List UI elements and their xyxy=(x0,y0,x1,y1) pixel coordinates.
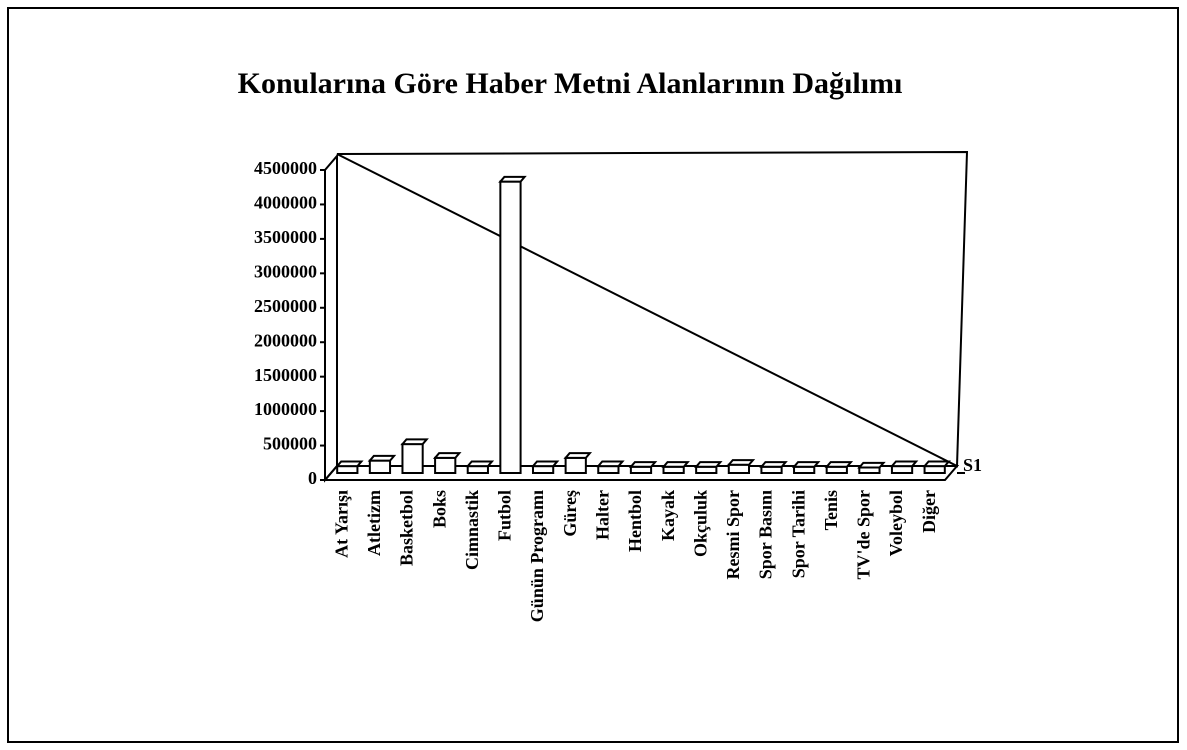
bar xyxy=(564,456,587,475)
x-tick-label: Atletizm xyxy=(364,490,384,556)
bar-top xyxy=(367,454,397,462)
y-tick-label: 4500000 xyxy=(254,158,317,178)
bar-top xyxy=(628,461,658,468)
x-tick-label: At Yarışı xyxy=(331,490,351,558)
x-tick-label: Günün Programı xyxy=(527,490,547,622)
bar xyxy=(401,443,424,475)
bar-top xyxy=(335,460,364,468)
bar-top xyxy=(400,438,429,446)
bar xyxy=(531,465,555,475)
x-tick-label: Resmi Spor xyxy=(723,490,743,580)
bar-top xyxy=(693,461,723,468)
bar-top xyxy=(465,460,495,468)
x-tick-label: Boks xyxy=(429,490,449,528)
x-tick-label: Futbol xyxy=(495,490,515,541)
y-tick-label: 4000000 xyxy=(254,193,317,213)
bar-top xyxy=(661,461,690,468)
x-tick-label: Spor Tarihi xyxy=(788,490,808,578)
y-tick-label: 1000000 xyxy=(254,399,317,419)
x-tick-label: Voleybol xyxy=(886,490,906,556)
bar-top xyxy=(432,452,462,459)
x-tick-label: Halter xyxy=(592,490,612,540)
x-tick-label: Hentbol xyxy=(625,490,645,552)
bar-top xyxy=(759,461,788,468)
bar xyxy=(434,456,457,475)
bar-top xyxy=(563,452,593,459)
x-tick-label: Basketbol xyxy=(397,490,417,566)
x-tick-label: TV'de Spor xyxy=(854,490,874,580)
chart-title: Konularına Göre Haber Metni Alanlarının … xyxy=(238,67,903,100)
x-tick-label: Tenis xyxy=(821,490,841,530)
y-tick-label: 2000000 xyxy=(254,330,317,350)
series-label: S1 xyxy=(963,455,982,475)
bar-top xyxy=(889,460,919,468)
y-tick-label: 1500000 xyxy=(254,365,317,385)
x-tick-label: Güreş xyxy=(560,490,580,537)
bar-top xyxy=(791,461,821,468)
bar xyxy=(499,180,522,474)
bar-top xyxy=(726,459,756,466)
y-tick-label: 500000 xyxy=(263,434,317,454)
bar xyxy=(336,465,359,475)
bar xyxy=(890,465,914,475)
bar-top xyxy=(498,175,527,183)
y-tick-label: 0 xyxy=(308,468,317,488)
bar xyxy=(466,465,489,475)
frame xyxy=(7,7,1179,743)
x-tick-label: Okçuluk xyxy=(690,490,710,557)
bar xyxy=(727,463,751,475)
bar xyxy=(368,459,392,475)
y-tick-label: 2500000 xyxy=(254,296,317,316)
y-tick-label: 3500000 xyxy=(254,227,317,247)
bar-top xyxy=(857,461,886,469)
y-tick-label: 3000000 xyxy=(254,261,317,281)
x-tick-label: Diğer xyxy=(919,490,939,533)
left-wall xyxy=(324,153,338,483)
back-wall xyxy=(336,150,969,468)
bar xyxy=(597,465,620,475)
x-tick-label: Cimnastik xyxy=(462,490,482,570)
bar-top xyxy=(596,460,625,468)
floor xyxy=(322,465,960,481)
bar-top xyxy=(824,461,854,468)
bar-top xyxy=(530,460,560,468)
x-tick-label: Kayak xyxy=(658,490,678,541)
bar xyxy=(923,465,946,475)
x-tick-label: Spor Basını xyxy=(756,490,776,579)
bar-top xyxy=(922,460,951,468)
